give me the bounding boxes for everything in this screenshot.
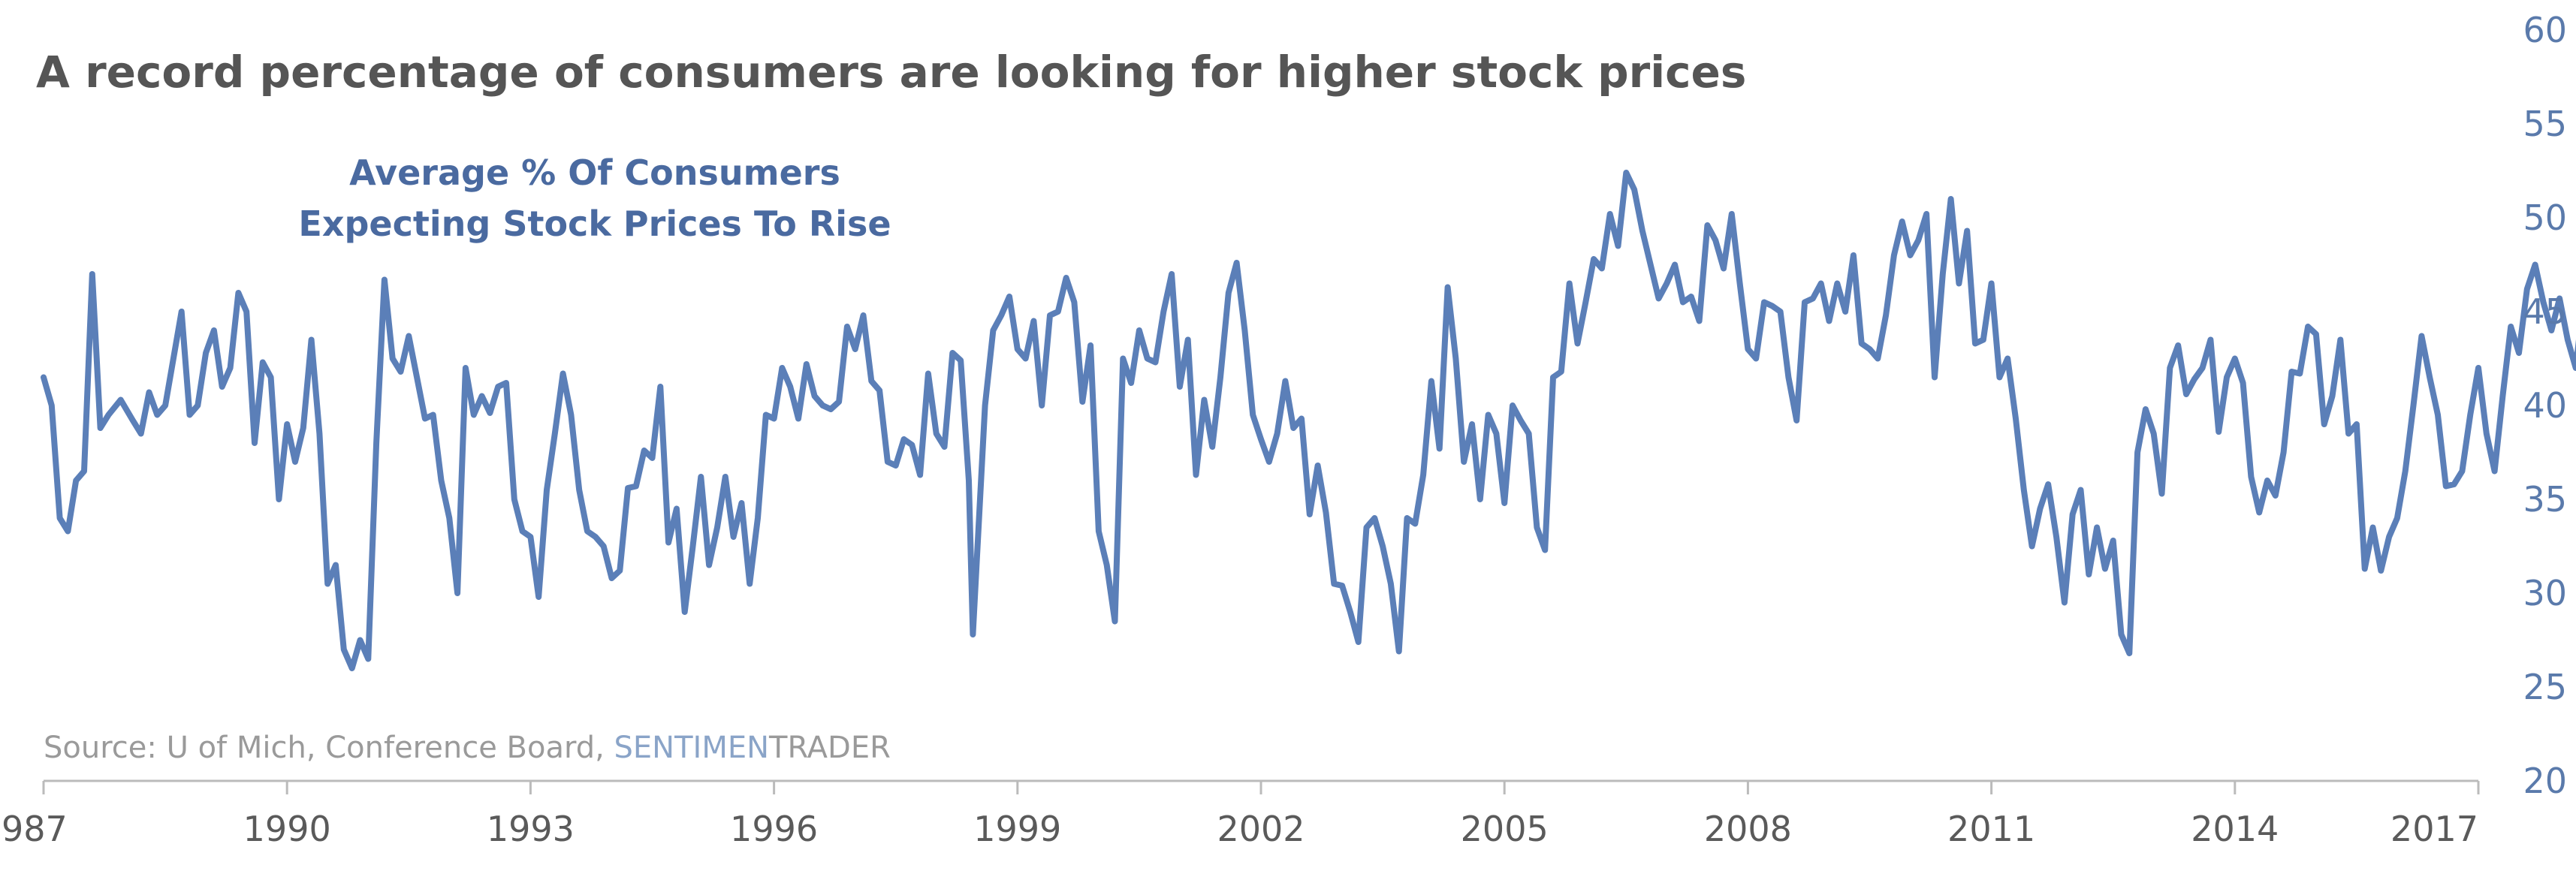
y-axis-ticks: 20 25 30 35 40 45 50 55 60 xyxy=(2523,10,2567,801)
y-tick-label: 35 xyxy=(2523,479,2567,520)
plot-area xyxy=(41,170,2576,671)
y-tick-label: 40 xyxy=(2523,385,2567,426)
y-tick-label: 60 xyxy=(2523,10,2567,50)
x-tick-label: 2008 xyxy=(1704,809,1792,849)
y-tick-label: 45 xyxy=(2523,291,2567,332)
y-tick-label: 20 xyxy=(2523,761,2567,801)
series-annotation-line-2: Expecting Stock Prices To Rise xyxy=(298,203,891,244)
x-tick-label: 2005 xyxy=(1461,809,1549,849)
x-tick-label: 1999 xyxy=(973,809,1061,849)
x-tick-label: 1990 xyxy=(243,809,331,849)
series-annotation-line-1: Average % Of Consumers xyxy=(349,152,840,193)
x-tick-label: 1996 xyxy=(730,809,818,849)
y-tick-label: 50 xyxy=(2523,197,2567,238)
x-tick-label: 1993 xyxy=(487,809,575,849)
x-tick-label: 987 xyxy=(2,809,68,849)
source-note: Source: U of Mich, Conference Board, SEN… xyxy=(44,731,891,765)
source-brand-sentimen: SENTIMEN xyxy=(614,731,770,765)
source-brand-trader: TRADER xyxy=(768,731,891,765)
y-tick-label: 25 xyxy=(2523,667,2567,707)
series-line xyxy=(41,170,2576,671)
source-prefix: Source: U of Mich, Conference Board, xyxy=(44,731,614,765)
chart-title: A record percentage of consumers are loo… xyxy=(36,47,1746,98)
x-axis-ticks: 987 1990 1993 1996 1999 2002 2005 2008 2011 2014 2… xyxy=(2,781,2480,849)
y-tick-label: 55 xyxy=(2523,104,2567,144)
y-tick-label: 30 xyxy=(2523,573,2567,613)
x-tick-label: 2017 xyxy=(2390,809,2478,849)
x-tick-label: 2014 xyxy=(2191,809,2279,849)
x-tick-label: 2011 xyxy=(1947,809,2035,849)
x-tick-label: 2002 xyxy=(1217,809,1305,849)
